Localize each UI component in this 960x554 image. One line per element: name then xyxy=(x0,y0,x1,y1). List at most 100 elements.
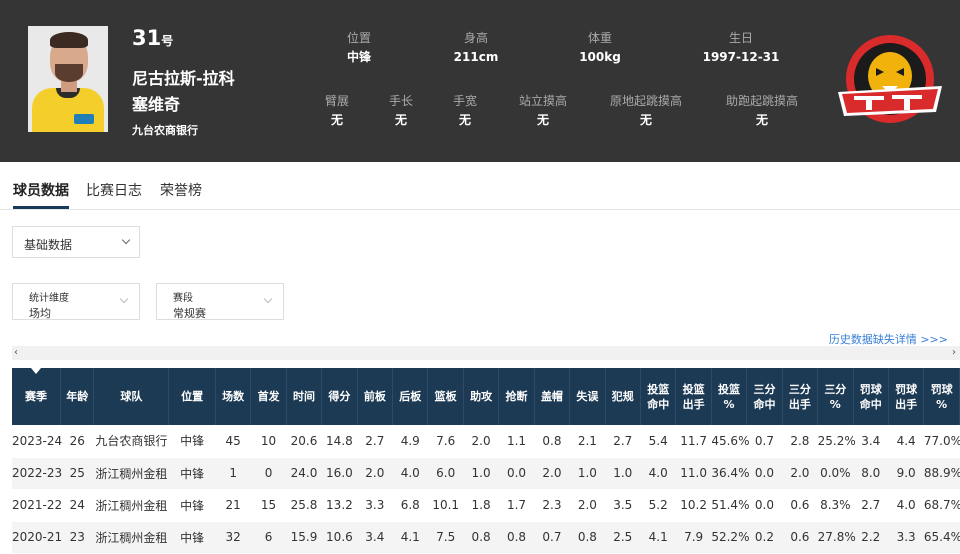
table-cell: 15 xyxy=(250,489,287,522)
column-header[interactable]: 位置 xyxy=(168,368,216,425)
column-header[interactable]: 三分% xyxy=(817,368,854,425)
table-cell: 7.6 xyxy=(427,425,464,458)
jersey-sponsor-patch xyxy=(74,114,94,124)
attr-value: 211cm xyxy=(453,50,499,64)
logo-wordmark xyxy=(854,95,922,110)
tab-player-stats[interactable]: 球员数据 xyxy=(13,183,69,199)
table-cell: 0.6 xyxy=(782,489,818,522)
table-cell: 中锋 xyxy=(168,489,216,522)
attr-value: 无 xyxy=(536,113,549,127)
table-cell: 3.4 xyxy=(357,521,393,554)
table-cell: 2.0 xyxy=(463,425,499,458)
player-name-line2: 塞维奇 xyxy=(132,95,181,114)
attr-hand-width: 手宽 无 xyxy=(446,94,484,128)
stage-select[interactable]: 赛段 常规赛 xyxy=(156,283,284,320)
column-header[interactable]: 罚球% xyxy=(923,368,960,425)
table-cell: 8.0 xyxy=(853,457,889,490)
table-cell: 26 xyxy=(60,425,94,458)
active-tab-indicator xyxy=(13,206,69,209)
attr-label: 手宽 xyxy=(452,94,477,108)
table-cell: 5.4 xyxy=(640,425,676,458)
attr-standing-vertical: 原地起跳摸高 无 xyxy=(602,94,690,128)
attr-hand-length: 手长 无 xyxy=(382,94,420,128)
table-cell: 0.7 xyxy=(746,425,783,458)
table-cell: 6.8 xyxy=(392,489,428,522)
dimension-value: 场均 xyxy=(29,307,51,320)
table-header-row: 赛季 年龄 球队 位置 场数 首发 时间 得分 前板 后板 篮板 助攻 抢断 盖帽 失误 犯规 投篮 命中 投篮 出手… xyxy=(12,368,960,425)
table-cell: 1.0 xyxy=(463,457,499,490)
table-cell: 2.7 xyxy=(605,425,641,458)
table-cell: 2.3 xyxy=(534,489,570,522)
tab-honors[interactable]: 荣誉榜 xyxy=(160,183,202,199)
player-number-value: 31 xyxy=(132,26,162,50)
table-cell: 2.7 xyxy=(357,425,393,458)
table-cell: 7.5 xyxy=(427,521,464,554)
history-missing-link[interactable]: 历史数据缺失详情 >>> xyxy=(828,333,948,346)
table-cell: 3.4 xyxy=(853,425,889,458)
column-header[interactable]: 抢断 xyxy=(498,368,535,425)
jersey-shape xyxy=(32,88,104,132)
column-header[interactable]: 后板 xyxy=(392,368,429,425)
column-header[interactable]: 投篮% xyxy=(711,368,748,425)
table-cell: 2021-22 xyxy=(12,489,62,522)
table-row: 2021-22 24 浙江稠州金租 中锋 21 15 25.8 13.2 3.3 6.8 10.1 1… xyxy=(12,489,960,522)
column-header[interactable]: 罚球 出手 xyxy=(888,368,925,425)
column-header[interactable]: 得分 xyxy=(321,368,358,425)
table-cell: 2020-21 xyxy=(12,521,62,554)
column-header[interactable]: 年龄 xyxy=(60,368,95,425)
table-cell: 浙江稠州金租 xyxy=(93,457,169,490)
column-header[interactable]: 前板 xyxy=(357,368,394,425)
table-cell: 20.6 xyxy=(286,425,322,458)
column-header[interactable]: 投篮 命中 xyxy=(640,368,677,425)
table-cell: 14.8 xyxy=(321,425,358,458)
scroll-right-icon[interactable]: › xyxy=(952,347,956,358)
column-header[interactable]: 犯规 xyxy=(605,368,642,425)
tab-game-log[interactable]: 比赛日志 xyxy=(86,183,142,199)
attr-standing-reach: 站立摸高 无 xyxy=(512,94,574,128)
table-cell: 0.6 xyxy=(782,521,818,554)
attr-label: 身高 xyxy=(463,31,488,45)
column-header[interactable]: 罚球 命中 xyxy=(853,368,889,425)
stats-table: 赛季 年龄 球队 位置 场数 首发 时间 得分 前板 后板 篮板 助攻 抢断 盖帽 失误 犯规 投篮 命中 投篮 出手… xyxy=(12,368,960,554)
table-cell: 45 xyxy=(215,425,251,458)
stage-label: 赛段 xyxy=(173,293,193,304)
column-header[interactable]: 首发 xyxy=(250,368,287,425)
table-cell: 16.0 xyxy=(321,457,358,490)
table-cell: 中锋 xyxy=(168,457,216,490)
table-row: 2023-24 26 九台农商银行 中锋 45 10 20.6 14.8 2.7 4.9 7.6 2.… xyxy=(12,425,960,458)
column-header[interactable]: 投篮 出手 xyxy=(675,368,712,425)
attr-label: 手长 xyxy=(388,94,413,108)
attr-birthday: 生日 1997-12-31 xyxy=(700,31,782,65)
column-header[interactable]: 球队 xyxy=(93,368,170,425)
data-type-select[interactable]: 基础数据 xyxy=(12,226,140,258)
column-header[interactable]: 篮板 xyxy=(427,368,464,425)
attr-value: 无 xyxy=(394,113,407,127)
attr-label: 原地起跳摸高 xyxy=(609,94,682,108)
column-header[interactable]: 赛季 xyxy=(12,368,62,425)
table-cell: 0.7 xyxy=(534,521,570,554)
column-header[interactable]: 盖帽 xyxy=(534,368,571,425)
table-scrollbar[interactable]: ‹ › xyxy=(12,346,960,360)
dimension-select[interactable]: 统计维度 场均 xyxy=(12,283,140,320)
scroll-left-icon[interactable]: ‹ xyxy=(14,347,18,358)
column-header[interactable]: 失误 xyxy=(569,368,606,425)
table-cell: 10.6 xyxy=(321,521,358,554)
column-header[interactable]: 三分 命中 xyxy=(746,368,783,425)
table-row: 2022-23 25 浙江稠州金租 中锋 1 0 24.0 16.0 2.0 4.0 6.0 1.0 0… xyxy=(12,457,960,490)
table-row: 2020-21 23 浙江稠州金租 中锋 32 6 15.9 10.6 3.4 4.1 7.5 0.8… xyxy=(12,521,960,554)
table-cell: 68.7% xyxy=(923,489,960,522)
table-cell: 4.4 xyxy=(888,425,924,458)
table-cell: 浙江稠州金租 xyxy=(93,489,169,522)
column-header[interactable]: 场数 xyxy=(215,368,252,425)
table-cell: 4.9 xyxy=(392,425,428,458)
attr-height: 身高 211cm xyxy=(446,31,506,65)
column-header[interactable]: 时间 xyxy=(286,368,323,425)
table-cell: 5.2 xyxy=(640,489,676,522)
column-header[interactable]: 三分 出手 xyxy=(782,368,819,425)
table-cell: 0.0 xyxy=(498,457,535,490)
attr-value: 100kg xyxy=(579,50,621,64)
table-cell: 2022-23 xyxy=(12,457,62,490)
column-header[interactable]: 助攻 xyxy=(463,368,500,425)
table-cell: 中锋 xyxy=(168,425,216,458)
table-cell: 4.1 xyxy=(640,521,676,554)
